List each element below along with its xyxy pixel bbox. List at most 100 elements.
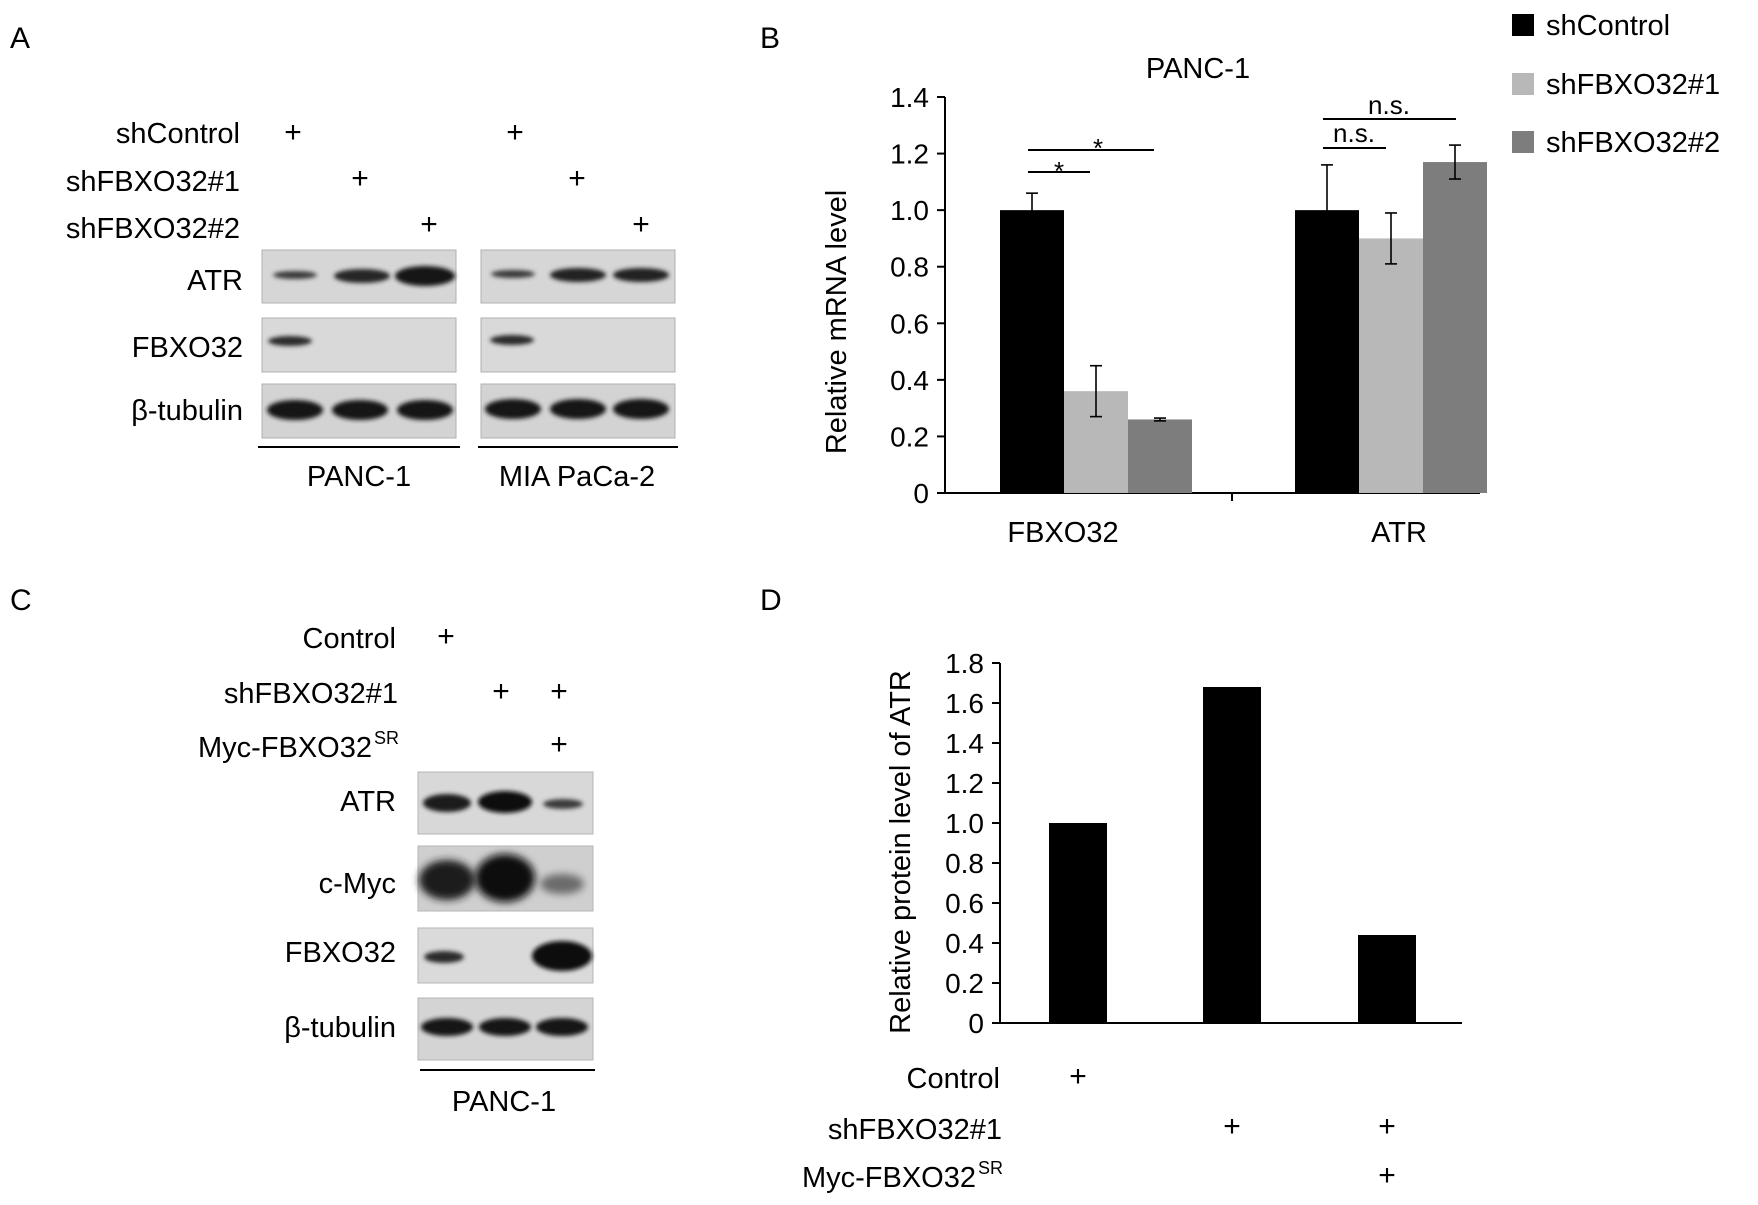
panel-c: C Control shFBXO32#1 Myc-FBXO32 SR + + +… — [10, 584, 595, 1118]
panel-a-mark-r2-l2: + — [420, 208, 438, 241]
panel-b-sig-label-ns-1: n.s. — [1333, 118, 1375, 148]
panel-c-mark-r1-l1: + — [492, 675, 510, 708]
panel-d-row-label-superscript: SR — [978, 1158, 1003, 1178]
panel-a: A shControl shFBXO32#1 shFBXO32#2 + + + … — [10, 22, 678, 493]
panel-d-plot-area: 0 0.2 0.4 0.6 0.8 1.0 1.2 1.4 1.6 1.8 — [945, 648, 1462, 1039]
panel-d-y-tick-label: 0.4 — [945, 928, 984, 959]
panel-c-blot-atr — [417, 771, 594, 835]
panel-c-row-label-superscript: SR — [374, 728, 399, 748]
panel-d-mark-r1-b2: + — [1378, 1110, 1396, 1143]
legend-label-shcontrol: shControl — [1546, 10, 1670, 42]
panel-a-plus-marks: + + + + + + — [284, 116, 650, 241]
panel-d-y-tick-label: 1.2 — [945, 768, 984, 799]
panel-b-sig-star-1: * — [1054, 156, 1064, 186]
panel-c-blot-c-myc — [417, 845, 594, 912]
panel-c-blot-label-atr: ATR — [340, 786, 396, 818]
panel-b-bar — [1423, 162, 1487, 494]
panel-d-y-tick-label: 0 — [968, 1008, 984, 1039]
panel-a-blot-mia-atr — [480, 249, 676, 304]
panel-d: D Relative protein level of ATR 00.20.40… — [760, 584, 1462, 1194]
panel-d-bar — [1358, 935, 1416, 1023]
panel-d-y-tick-label: 1.8 — [945, 648, 984, 679]
panel-b: B PANC-1 Relative mRNA level 00.20.40.60… — [760, 10, 1720, 549]
panel-a-blot-mia-beta-tubulin — [480, 383, 676, 439]
panel-a-row-label-shfbxo32-1: shFBXO32#1 — [66, 166, 240, 198]
panel-b-legend: shControl shFBXO32#1 shFBXO32#2 — [1512, 10, 1720, 159]
panel-d-row-label-myc-fbxo32: Myc-FBXO32 — [802, 1162, 976, 1194]
panel-b-x-label-atr: ATR — [1371, 517, 1427, 549]
panel-c-mark-r0-l0: + — [437, 620, 455, 653]
panel-c-mark-r2-l2: + — [550, 728, 568, 761]
panel-b-y-tick-label: 0.6 — [890, 308, 929, 339]
panel-d-row-label-shfbxo32-1: shFBXO32#1 — [828, 1114, 1002, 1146]
panel-b-letter: B — [760, 22, 780, 55]
panel-d-y-tick-label: 0.2 — [945, 968, 984, 999]
panel-a-mark-r1-l1: + — [351, 162, 369, 195]
panel-c-plus-marks: + + + + — [437, 620, 568, 761]
panel-b-bar — [1295, 210, 1359, 493]
panel-b-significance: * * n.s. n.s. — [1028, 90, 1456, 186]
legend-swatch-shfbxo32-1 — [1512, 73, 1534, 95]
panel-b-y-axis-label: Relative mRNA level — [821, 190, 853, 454]
panel-a-letter: A — [10, 22, 30, 55]
panel-d-mark-r0-b0: + — [1069, 1060, 1087, 1093]
panel-b-y-tick-label: 0.4 — [890, 365, 929, 396]
panel-a-cell-line-mia-paca-2: MIA PaCa-2 — [499, 461, 655, 493]
panel-d-y-tick-label: 1.4 — [945, 728, 984, 759]
panel-a-mark-r0-l3: + — [506, 116, 524, 149]
panel-b-sig-label-ns-2: n.s. — [1368, 90, 1410, 120]
panel-d-bar — [1203, 687, 1261, 1023]
panel-c-blot-beta-tubulin — [417, 997, 594, 1061]
panel-c-mark-r1-l2: + — [550, 675, 568, 708]
panel-a-row-label-shfbxo32-2: shFBXO32#2 — [66, 213, 240, 245]
panel-a-blot-label-atr: ATR — [187, 265, 243, 297]
legend-swatch-shcontrol — [1512, 14, 1534, 36]
panel-a-row-label-shcontrol: shControl — [116, 118, 240, 150]
panel-c-row-label-myc-fbxo32: Myc-FBXO32 — [198, 732, 372, 764]
panel-a-blot-panc1-atr — [261, 249, 457, 304]
panel-d-y-tick-label: 0.6 — [945, 888, 984, 919]
panel-b-y-tick-label: 0.8 — [890, 252, 929, 283]
panel-b-y-tick-label: 0.2 — [890, 421, 929, 452]
panel-c-blot-label-c-myc: c-Myc — [319, 868, 396, 900]
panel-d-row-label-control: Control — [907, 1063, 1001, 1095]
panel-b-plot-area: 0 0.2 0.4 0.6 0.8 1.0 1.2 1.4 — [890, 82, 1487, 509]
panel-d-y-axis-label: Relative protein level of ATR — [885, 670, 917, 1034]
legend-swatch-shfbxo32-2 — [1512, 131, 1534, 153]
panel-b-sig-star-2: * — [1093, 133, 1103, 163]
panel-d-y-tick-label: 1.0 — [945, 808, 984, 839]
panel-a-blot-mia-fbxo32 — [480, 317, 676, 373]
panel-b-y-tick-label: 0 — [913, 478, 929, 509]
panel-d-y-tick-label: 1.6 — [945, 688, 984, 719]
panel-b-title: PANC-1 — [1146, 53, 1250, 85]
panel-c-blot-fbxo32 — [417, 927, 594, 984]
panel-b-y-tick-label: 1.4 — [890, 82, 929, 113]
panel-d-bar — [1049, 823, 1107, 1023]
panel-c-blot-label-fbxo32: FBXO32 — [285, 937, 396, 969]
panel-b-y-tick-label: 1.0 — [890, 195, 929, 226]
panel-a-blot-label-fbxo32: FBXO32 — [132, 332, 243, 364]
panel-a-mark-r1-l4: + — [568, 162, 586, 195]
panel-d-plus-marks: + + + + — [1069, 1060, 1396, 1192]
panel-d-mark-r1-b1: + — [1223, 1110, 1241, 1143]
panel-c-row-label-control: Control — [303, 623, 397, 655]
panel-b-bar — [1000, 210, 1064, 493]
panel-c-blot-label-beta-tubulin: β-tubulin — [284, 1012, 396, 1044]
panel-a-blot-panc1-beta-tubulin — [261, 383, 457, 439]
panel-a-mark-r0-l0: + — [284, 116, 302, 149]
panel-c-letter: C — [10, 584, 32, 617]
panel-a-mark-r2-l5: + — [632, 208, 650, 241]
panel-c-row-label-shfbxo32-1: shFBXO32#1 — [224, 678, 398, 710]
panel-a-blot-panc1-fbxo32 — [261, 317, 457, 373]
panel-d-y-tick-label: 0.8 — [945, 848, 984, 879]
panel-b-bar — [1128, 419, 1192, 493]
legend-label-shfbxo32-2: shFBXO32#2 — [1546, 127, 1720, 159]
panel-a-blot-label-beta-tubulin: β-tubulin — [131, 395, 243, 427]
panel-a-cell-line-panc1: PANC-1 — [307, 461, 411, 493]
panel-b-y-tick-label: 1.2 — [890, 139, 929, 170]
panel-b-x-label-fbxo32: FBXO32 — [1007, 517, 1118, 549]
panel-b-bar — [1359, 238, 1423, 493]
panel-d-mark-r2-b2: + — [1378, 1159, 1396, 1192]
legend-label-shfbxo32-1: shFBXO32#1 — [1546, 69, 1720, 101]
panel-d-letter: D — [760, 584, 782, 617]
